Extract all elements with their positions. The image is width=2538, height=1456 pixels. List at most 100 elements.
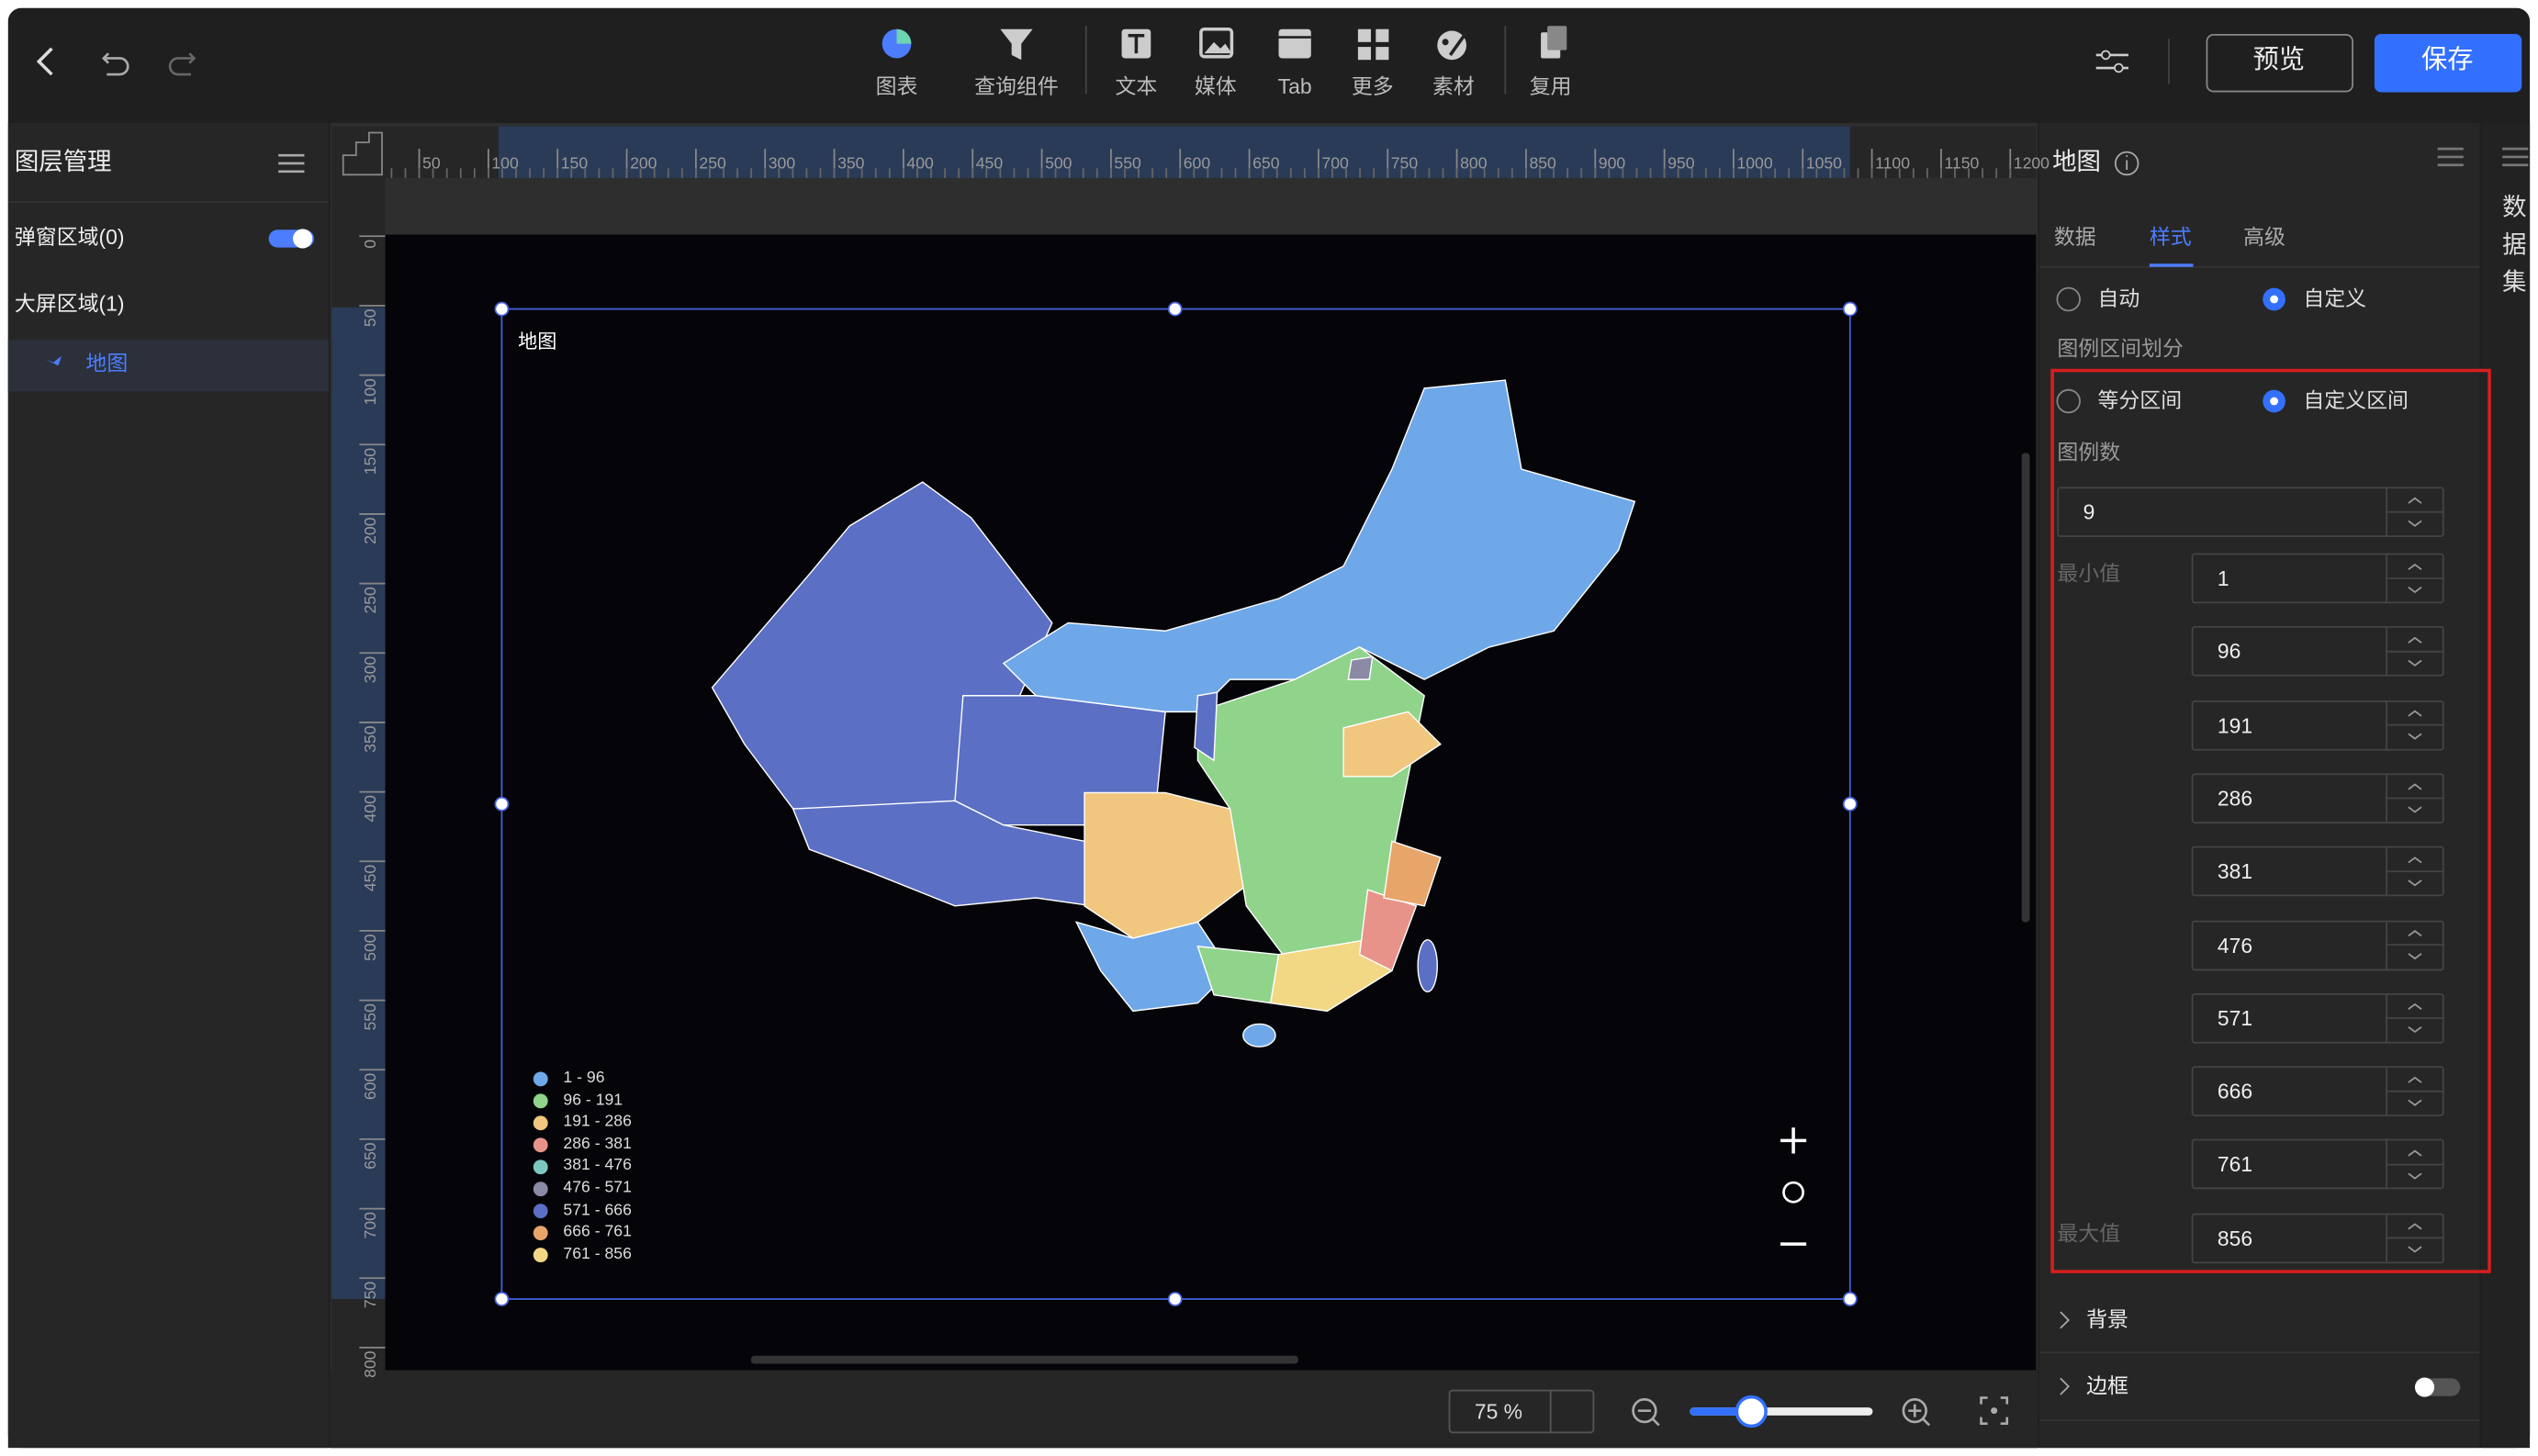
ruler-label: 900	[1599, 153, 1626, 172]
panel-title: 图层管理	[14, 149, 112, 177]
ruler-label: 650	[361, 1142, 379, 1170]
ruler-label: 650	[1252, 153, 1280, 172]
legend-swatch	[533, 1115, 548, 1131]
toolbar-label[interactable]: 媒体	[1194, 74, 1237, 99]
spinner	[2386, 1066, 2443, 1117]
toolbar-label[interactable]: 更多	[1351, 74, 1394, 99]
ruler-label: 850	[1529, 153, 1556, 172]
legend-label: 96 - 191	[563, 1091, 623, 1110]
toolbar-label[interactable]: 图表	[875, 74, 918, 99]
ruler-label: 100	[491, 153, 519, 172]
number-input[interactable]	[2191, 846, 2444, 897]
preview-button[interactable]: 预览	[2252, 47, 2306, 75]
spinner-arrows	[2408, 497, 2422, 527]
ruler-label: 0	[361, 240, 379, 249]
number-input[interactable]	[2191, 992, 2444, 1044]
legend-label: 666 - 761	[563, 1223, 632, 1241]
ruler-label: 1100	[1875, 153, 1910, 172]
ruler-label: 50	[361, 308, 379, 327]
field-label: 最大值	[2057, 1221, 2121, 1246]
legend-label: 191 - 286	[563, 1113, 632, 1132]
screen-area: 大屏区域(1)	[14, 291, 125, 316]
toolbar-label[interactable]: Tab	[1277, 74, 1312, 99]
toolbar-label[interactable]: 复用	[1529, 74, 1572, 99]
ruler-label: 550	[361, 1003, 379, 1031]
chart-title: 地图	[518, 330, 557, 353]
number-input[interactable]	[2191, 919, 2444, 970]
spinner-arrows	[2408, 930, 2422, 960]
ruler-label: 400	[906, 153, 934, 172]
side-tab[interactable]: 数据集	[2499, 194, 2527, 307]
ruler-label: 1000	[1736, 153, 1772, 172]
legend-label: 1 - 96	[563, 1069, 605, 1088]
ruler-label: 950	[1668, 153, 1695, 172]
legend-label: 571 - 666	[563, 1201, 632, 1219]
ruler-label: 800	[1460, 153, 1488, 172]
ruler-label: 750	[1391, 153, 1419, 172]
number-input[interactable]	[2191, 1066, 2444, 1117]
ruler-label: 200	[361, 517, 379, 544]
input-value: 381	[2217, 859, 2253, 884]
tab[interactable]: 数据	[2053, 224, 2096, 250]
ruler-label: 550	[1114, 153, 1141, 172]
number-input[interactable]	[2191, 700, 2444, 750]
ruler-label: 200	[630, 153, 657, 172]
ruler-label: 500	[361, 934, 379, 961]
legend-swatch	[533, 1248, 548, 1263]
ruler-label: 450	[361, 865, 379, 892]
toolbar-label[interactable]: 文本	[1115, 74, 1158, 99]
legend-swatch	[533, 1226, 548, 1241]
legend-swatch	[533, 1137, 548, 1153]
ruler-label: 350	[361, 725, 379, 753]
number-input[interactable]	[2191, 773, 2444, 823]
spinner	[2386, 553, 2443, 604]
spinner	[2386, 487, 2443, 538]
ruler-label: 150	[561, 153, 589, 172]
ruler-label: 1200	[2014, 153, 2049, 172]
spinner	[2386, 1213, 2443, 1263]
legend-swatch	[533, 1093, 548, 1109]
number-input[interactable]	[2191, 1213, 2444, 1263]
ruler-label: 250	[699, 153, 726, 172]
legend-swatch	[533, 1182, 548, 1197]
number-input[interactable]	[2191, 553, 2444, 604]
tab[interactable]: 高级	[2243, 224, 2285, 250]
ruler-label: 600	[1184, 153, 1211, 172]
ruler-label: 750	[361, 1282, 379, 1309]
ruler-label: 150	[361, 448, 379, 476]
input-value: 191	[2217, 712, 2253, 737]
spinner	[2386, 846, 2443, 897]
radio-label: 自动	[2097, 286, 2140, 311]
input-value: 96	[2217, 639, 2241, 665]
ruler-label: 600	[361, 1073, 379, 1101]
spinner-arrows	[2408, 857, 2422, 887]
legend-swatch	[533, 1159, 548, 1175]
ruler-label: 300	[769, 153, 796, 172]
spinner	[2386, 992, 2443, 1044]
tab[interactable]: 样式	[2149, 224, 2192, 250]
legend-label: 381 - 476	[563, 1157, 632, 1176]
number-input[interactable]	[2191, 626, 2444, 678]
spinner-arrows	[2408, 1002, 2422, 1034]
ruler-label: 350	[837, 153, 865, 172]
radio-label: 自定义区间	[2303, 387, 2409, 413]
toolbar-label[interactable]: 素材	[1432, 74, 1475, 99]
popup-area: 弹窗区域(0)	[14, 224, 125, 250]
ruler-label: 250	[361, 587, 379, 614]
ruler-label: 400	[361, 795, 379, 823]
number-input[interactable]	[2191, 1139, 2444, 1190]
spinner-arrows	[2408, 710, 2422, 740]
spinner-arrows	[2408, 636, 2422, 666]
number-input[interactable]	[2057, 487, 2444, 538]
legend-label: 476 - 571	[563, 1179, 632, 1198]
section-header: 背景	[2086, 1306, 2128, 1332]
spinner	[2386, 1139, 2443, 1190]
input-value: 666	[2217, 1079, 2253, 1103]
save-button[interactable]: 保存	[2420, 47, 2474, 75]
layer-item[interactable]: 地图	[85, 351, 129, 375]
input-value: 9	[2083, 499, 2095, 524]
toolbar-label[interactable]: 查询组件	[974, 74, 1059, 99]
input-value: 286	[2217, 786, 2253, 811]
